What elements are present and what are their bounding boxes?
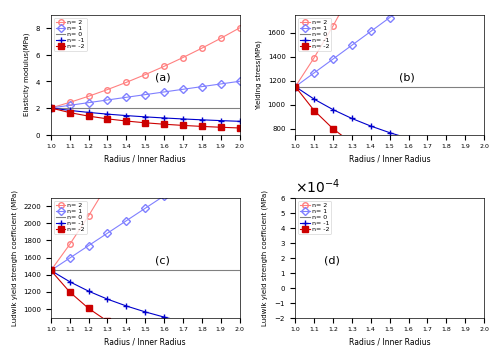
X-axis label: Radius / Inner Radius: Radius / Inner Radius [104, 338, 186, 347]
Y-axis label: Yielding stress(MPa): Yielding stress(MPa) [256, 40, 262, 110]
Y-axis label: Ludwik yield strength coefficient (MPa): Ludwik yield strength coefficient (MPa) [262, 190, 268, 325]
X-axis label: Radius / Inner Radius: Radius / Inner Radius [349, 338, 430, 347]
Legend: n= 2, n= 1, n= 0, n= -1, n= -2: n= 2, n= 1, n= 0, n= -1, n= -2 [298, 18, 331, 51]
Y-axis label: Ludwik yield strength coefficient (MPa): Ludwik yield strength coefficient (MPa) [11, 190, 18, 325]
Y-axis label: Elasticity modulus(MPa): Elasticity modulus(MPa) [23, 33, 30, 116]
Text: (d): (d) [324, 256, 340, 266]
Text: (c): (c) [154, 256, 170, 266]
Legend: n= 2, n= 1, n= 0, n= -1, n= -2: n= 2, n= 1, n= 0, n= -1, n= -2 [298, 201, 331, 234]
Text: (a): (a) [154, 73, 170, 83]
Text: (b): (b) [399, 73, 415, 83]
Legend: n= 2, n= 1, n= 0, n= -1, n= -2: n= 2, n= 1, n= 0, n= -1, n= -2 [54, 18, 86, 51]
Legend: n= 2, n= 1, n= 0, n= -1, n= -2: n= 2, n= 1, n= 0, n= -1, n= -2 [54, 201, 86, 234]
X-axis label: Radius / Inner Radius: Radius / Inner Radius [349, 155, 430, 164]
X-axis label: Radius / Inner Radius: Radius / Inner Radius [104, 155, 186, 164]
